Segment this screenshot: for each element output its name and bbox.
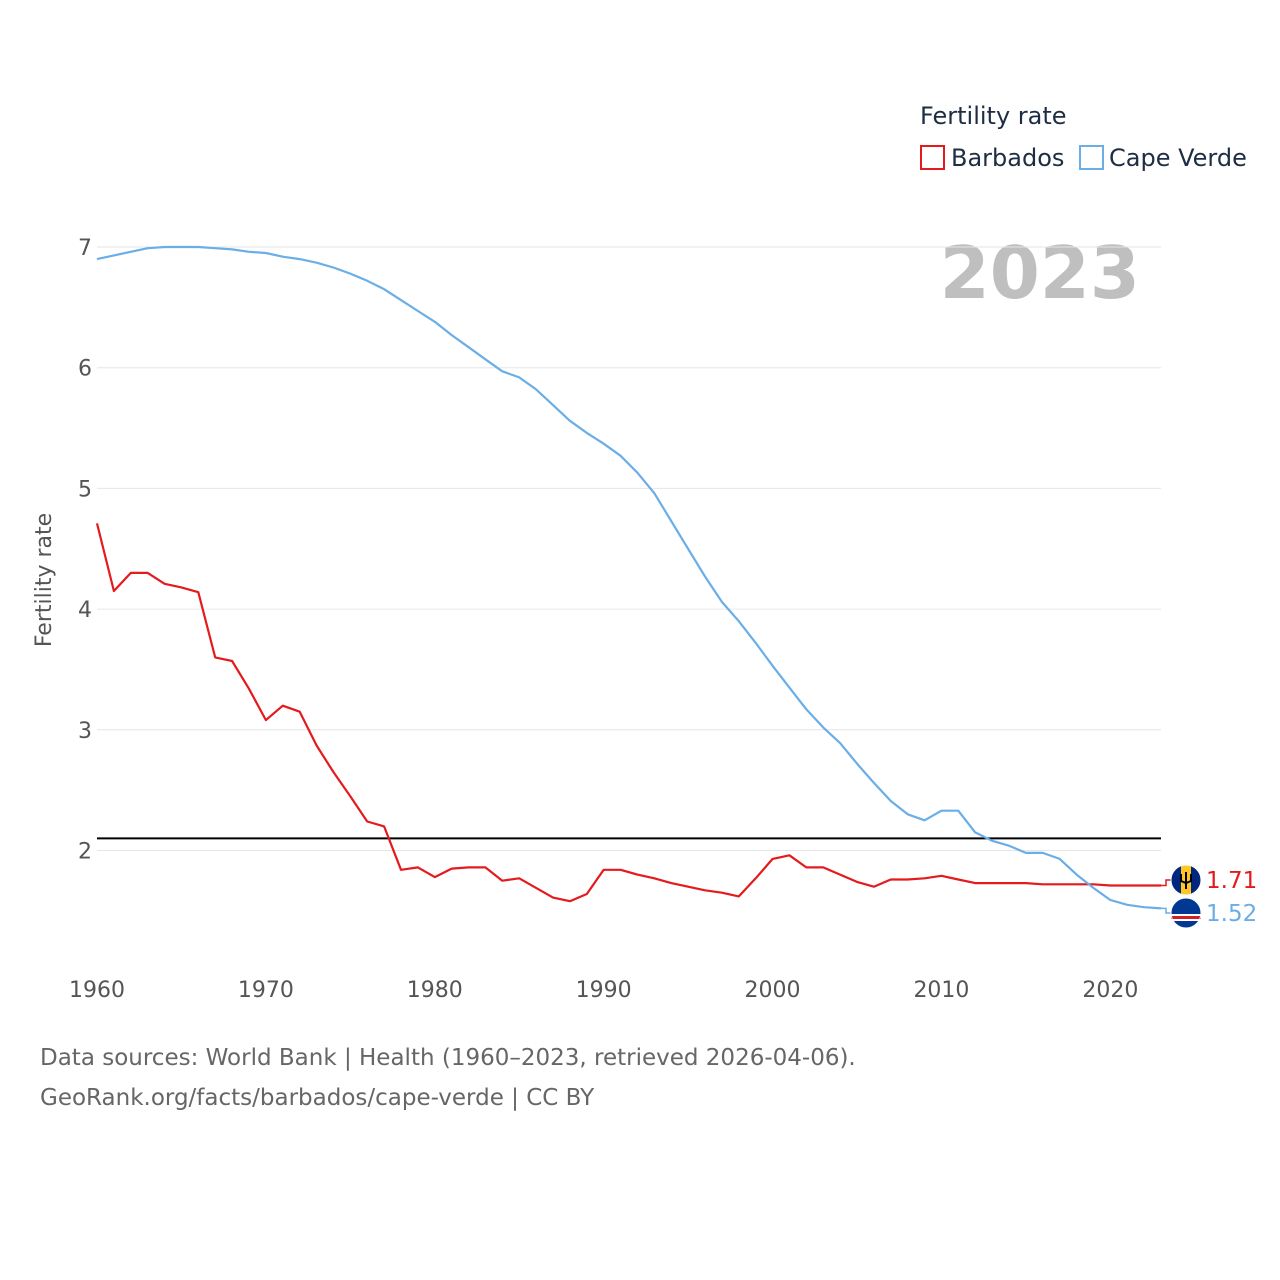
y-tick-label: 5 — [78, 477, 92, 502]
y-tick-label: 4 — [78, 598, 92, 623]
footer-sources: Data sources: World Bank | Health (1960–… — [40, 1045, 856, 1071]
footer-attribution[interactable]: GeoRank.org/facts/barbados/cape-verde | … — [40, 1085, 595, 1111]
x-tick-label: 2000 — [745, 978, 801, 1003]
y-tick-label: 3 — [78, 719, 92, 744]
legend-item-cape-verde[interactable]: Cape Verde — [1079, 144, 1247, 172]
series-line-cape-verde[interactable] — [96, 245, 1162, 910]
end-value-label-cape-verde: 1.52 — [1206, 901, 1257, 927]
year-label: 2023 — [940, 231, 1140, 315]
trident — [1180, 872, 1192, 889]
end-markers: 1.71 1.52 — [1161, 864, 1257, 929]
y-axis-label: Fertility rate — [32, 513, 57, 647]
flag-icon-cape-verde — [1170, 897, 1202, 929]
series-lines — [95, 245, 1162, 910]
gridlines — [97, 246, 1161, 851]
legend: Fertility rate Barbados Cape Verde — [920, 102, 1247, 172]
connector-barbados — [1161, 879, 1171, 887]
x-tick-label: 2020 — [1082, 978, 1138, 1003]
y-tick-label: 6 — [78, 357, 92, 382]
x-tick-label: 1960 — [69, 978, 125, 1003]
flag-outline — [1170, 897, 1202, 929]
legend-swatch-cape-verde — [1079, 145, 1104, 170]
end-value-label-barbados: 1.71 — [1206, 868, 1257, 894]
legend-label-barbados: Barbados — [951, 144, 1064, 172]
x-tick-label: 1990 — [576, 978, 632, 1003]
y-tick-label: 7 — [78, 236, 92, 261]
legend-label-cape-verde: Cape Verde — [1109, 144, 1247, 172]
x-tick-label: 1970 — [238, 978, 294, 1003]
flag-outline — [1170, 864, 1202, 896]
flag-stripe-red — [1171, 916, 1201, 919]
legend-title: Fertility rate — [920, 102, 1067, 130]
y-tick-label: 2 — [78, 840, 92, 865]
legend-item-barbados[interactable]: Barbados — [920, 144, 1064, 172]
x-tick-label: 1980 — [407, 978, 463, 1003]
series-line-barbados[interactable] — [95, 523, 1161, 903]
y-axis-ticks: 2 3 4 5 6 7 — [78, 236, 92, 865]
x-tick-label: 2010 — [913, 978, 969, 1003]
x-axis-ticks: 1960 1970 1980 1990 2000 2010 2020 — [69, 978, 1138, 1003]
connector-cape-verde — [1161, 907, 1171, 914]
legend-swatch-barbados — [920, 145, 945, 170]
flag-icon-barbados — [1170, 864, 1202, 896]
